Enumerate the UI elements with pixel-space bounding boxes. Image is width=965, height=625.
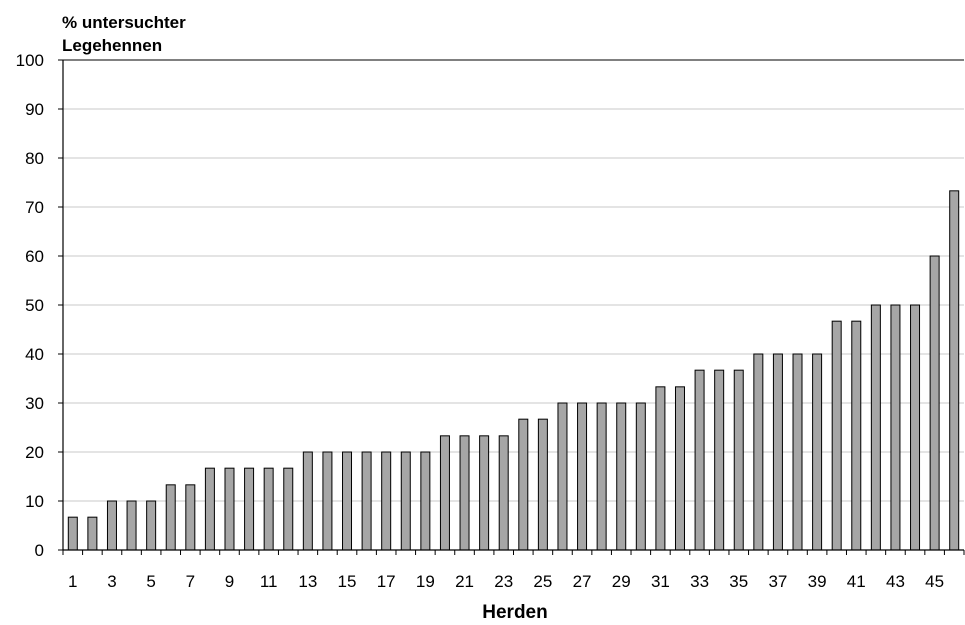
bar	[400, 451, 411, 551]
bar	[949, 190, 960, 551]
y-tick-label: 20	[25, 443, 44, 462]
x-tick-label: 23	[494, 572, 513, 591]
bar	[694, 369, 705, 551]
bar	[518, 418, 529, 551]
bar	[420, 451, 431, 551]
x-tick-label: 27	[573, 572, 592, 591]
x-tick-label: 45	[925, 572, 944, 591]
bar	[831, 320, 842, 551]
gridlines	[63, 59, 964, 502]
bar	[165, 484, 176, 551]
bar	[635, 402, 646, 551]
x-tick-label: 39	[808, 572, 827, 591]
bar	[812, 353, 823, 551]
bar	[67, 516, 78, 551]
x-tick-label: 21	[455, 572, 474, 591]
y-tick-label: 10	[25, 492, 44, 511]
y-tick-label: 100	[16, 51, 44, 70]
y-tick-label: 70	[25, 198, 44, 217]
bar	[929, 255, 940, 551]
bar	[596, 402, 607, 551]
x-tick-label: 1	[68, 572, 77, 591]
x-tick-label: 31	[651, 572, 670, 591]
x-axis-ticks: 1 3 5 7 9 11 13 15 17 19 21 23 25 27 29 31 33 35 37 39 41 43 4…	[62, 550, 965, 591]
bar	[459, 435, 470, 551]
y-tick-label: 0	[35, 541, 44, 560]
x-tick-label: 29	[612, 572, 631, 591]
bar	[322, 451, 333, 551]
bar	[753, 353, 764, 551]
bars	[67, 190, 960, 551]
bar	[851, 320, 862, 551]
x-axis-label: Herden	[482, 602, 547, 623]
y-tick-label: 50	[25, 296, 44, 315]
bar	[537, 418, 548, 551]
bar	[439, 435, 450, 551]
bar	[792, 353, 803, 551]
bar	[870, 304, 881, 551]
x-tick-label: 17	[377, 572, 396, 591]
bar	[106, 500, 117, 551]
bar	[498, 435, 509, 551]
x-tick-label: 9	[225, 572, 234, 591]
bar	[302, 451, 313, 551]
y-tick-label: 40	[25, 345, 44, 364]
bar	[772, 353, 783, 551]
y-axis-label-line-2: Legehennen	[62, 36, 162, 55]
bar	[263, 467, 274, 551]
y-axis-label-line-1: % untersuchter	[62, 13, 186, 32]
bar	[361, 451, 372, 551]
bar	[910, 304, 921, 551]
bar	[204, 467, 215, 551]
x-tick-label: 33	[690, 572, 709, 591]
x-tick-label: 43	[886, 572, 905, 591]
bar	[674, 386, 685, 551]
x-tick-label: 5	[146, 572, 155, 591]
y-tick-label: 60	[25, 247, 44, 266]
y-axis-ticks: 0 10 20 30 40 50 60 70 80 90 100	[16, 51, 63, 560]
x-tick-label: 11	[260, 572, 278, 591]
bar	[244, 467, 255, 551]
x-tick-label: 41	[847, 572, 866, 591]
bar	[185, 484, 196, 551]
bar	[890, 304, 901, 551]
x-tick-label: 25	[533, 572, 552, 591]
bar	[714, 369, 725, 551]
x-tick-label: 3	[107, 572, 116, 591]
bar	[616, 402, 627, 551]
x-tick-label: 7	[186, 572, 195, 591]
bar	[557, 402, 568, 551]
bar	[381, 451, 392, 551]
bar	[342, 451, 353, 551]
y-tick-label: 80	[25, 149, 44, 168]
bar	[224, 467, 235, 551]
bar	[655, 386, 666, 551]
y-tick-label: 30	[25, 394, 44, 413]
x-tick-label: 37	[768, 572, 787, 591]
bar	[87, 516, 98, 551]
bar	[146, 500, 157, 551]
bar	[126, 500, 137, 551]
bar	[283, 467, 294, 551]
bar	[577, 402, 588, 551]
bar	[479, 435, 490, 551]
x-tick-label: 15	[338, 572, 357, 591]
x-tick-label: 19	[416, 572, 435, 591]
x-tick-label: 35	[729, 572, 748, 591]
bar	[733, 369, 744, 551]
x-tick-label: 13	[298, 572, 317, 591]
y-tick-label: 90	[25, 100, 44, 119]
